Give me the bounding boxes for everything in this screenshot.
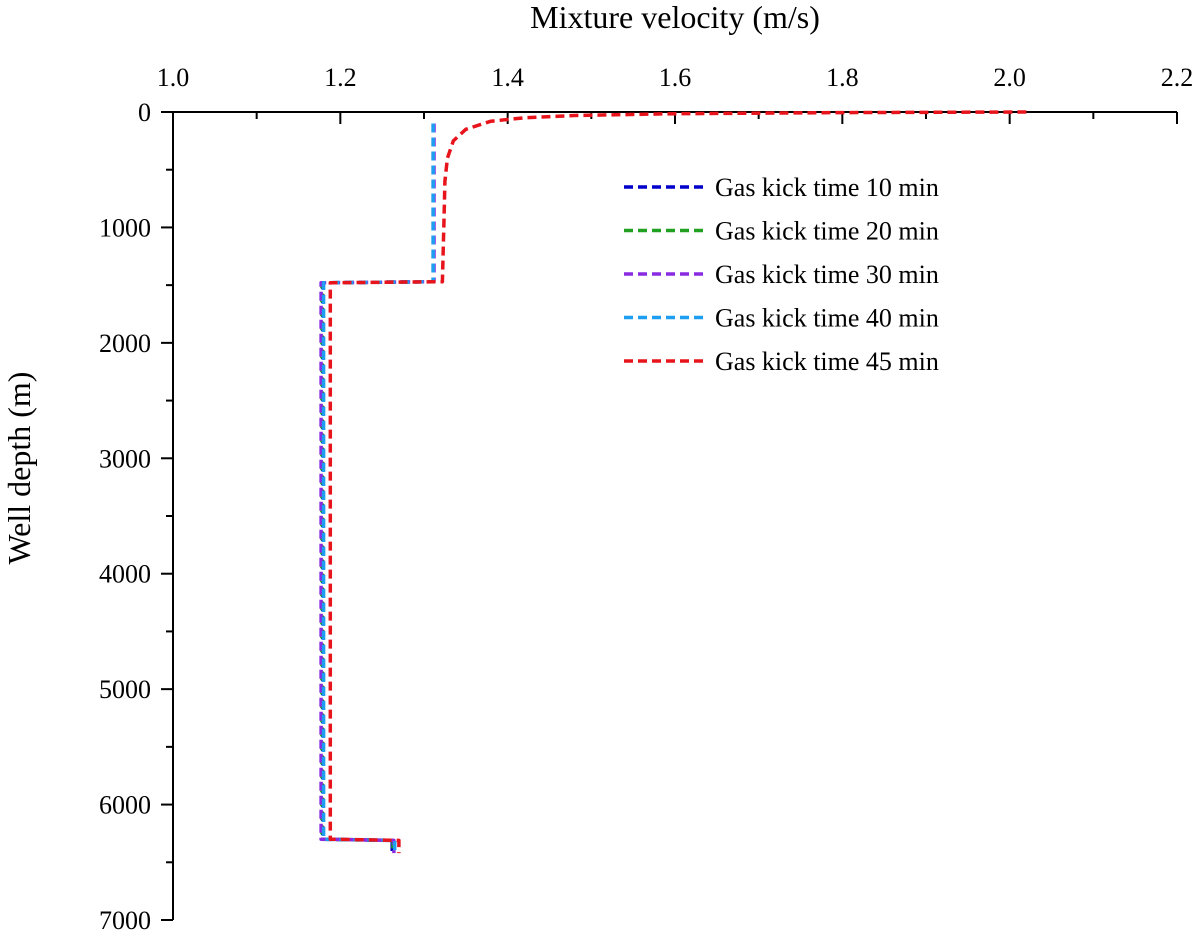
- legend-label: Gas kick time 20 min: [715, 217, 939, 246]
- y-tick-label: 5000: [99, 675, 151, 704]
- y-tick-label: 4000: [99, 560, 151, 589]
- legend-label: Gas kick time 30 min: [715, 260, 939, 289]
- x-tick-label: 1.4: [491, 63, 524, 92]
- y-tick-label: 7000: [99, 906, 151, 934]
- legend: Gas kick time 10 min Gas kick time 20 min…: [624, 173, 939, 376]
- legend-label: Gas kick time 40 min: [715, 304, 939, 333]
- y-tick-label: 6000: [99, 791, 151, 820]
- y-tick-label: 0: [138, 98, 151, 127]
- axes: 1.0 1.2 1.4 1.6 1.8 2.0 2.2 0 1000 2000 3000 4000 50…: [99, 63, 1193, 934]
- y-axis-title: Well depth (m): [1, 372, 37, 565]
- y-tick-label: 2000: [99, 329, 151, 358]
- x-tick-label: 2.0: [993, 63, 1026, 92]
- series-line-2: [320, 123, 435, 854]
- y-tick-label: 3000: [99, 444, 151, 473]
- legend-label: Gas kick time 10 min: [715, 173, 939, 202]
- series-line-4: [321, 123, 435, 854]
- plot-area: [319, 110, 1027, 854]
- x-tick-label: 1.0: [157, 63, 190, 92]
- series-line-1: [321, 123, 435, 854]
- x-tick-label: 2.2: [1161, 63, 1194, 92]
- series-line-3: [319, 123, 436, 854]
- y-tick-label: 1000: [99, 213, 151, 242]
- x-axis-title: Mixture velocity (m/s): [530, 0, 820, 35]
- legend-label: Gas kick time 45 min: [715, 347, 939, 376]
- x-tick-label: 1.6: [659, 63, 692, 92]
- x-tick-label: 1.8: [826, 63, 859, 92]
- x-tick-label: 1.2: [324, 63, 357, 92]
